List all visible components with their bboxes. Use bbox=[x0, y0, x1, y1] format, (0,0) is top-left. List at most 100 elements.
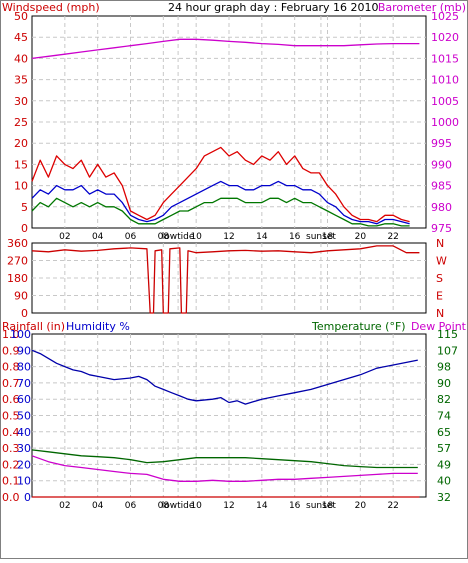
wind-x-marker-lowtide: lowtide bbox=[162, 232, 195, 242]
rain-tick-0.7: 0.7 bbox=[2, 377, 20, 390]
env-x-marker-sunset: sunset bbox=[306, 501, 336, 511]
env-x-tick-06: 06 bbox=[125, 501, 137, 511]
humidity-tick-20: 20 bbox=[17, 458, 31, 471]
dew-point-axis-label: Dew Point bbox=[411, 320, 467, 333]
compass-label-0: N bbox=[436, 237, 444, 250]
barometer-tick-1005: 1005 bbox=[431, 95, 459, 108]
wind-x-tick-04: 04 bbox=[92, 232, 104, 242]
temperature-tick-115: 115 bbox=[437, 328, 458, 341]
windspeed-tick-25: 25 bbox=[14, 116, 28, 129]
humidity-tick-70: 70 bbox=[17, 377, 31, 390]
barometer-tick-1010: 1010 bbox=[431, 74, 459, 87]
rain-tick-0.0: 0.0 bbox=[2, 491, 20, 504]
chart-title: 24 hour graph day : February 16 2010 bbox=[168, 1, 379, 14]
direction-tick-270: 270 bbox=[7, 255, 28, 268]
humidity-tick-80: 80 bbox=[17, 361, 31, 374]
wind-x-tick-20: 20 bbox=[355, 232, 367, 242]
rain-tick-0.5: 0.5 bbox=[2, 410, 20, 423]
humidity-tick-60: 60 bbox=[17, 393, 31, 406]
env-x-tick-22: 22 bbox=[387, 501, 398, 511]
temperature-tick-65: 65 bbox=[437, 426, 451, 439]
env-x-tick-20: 20 bbox=[355, 501, 367, 511]
rain-tick-0.2: 0.2 bbox=[2, 458, 20, 471]
env-x-tick-18: 18 bbox=[322, 501, 334, 511]
barometer-axis-label: Barometer (mb) bbox=[378, 1, 466, 14]
humidity-axis-label: Humidity % bbox=[66, 320, 130, 333]
env-series-temperature bbox=[31, 449, 418, 469]
wind-x-tick-14: 14 bbox=[256, 232, 268, 242]
wind-series-direction_speed bbox=[31, 197, 410, 227]
temperature-tick-57: 57 bbox=[437, 442, 451, 455]
env-x-tick-12: 12 bbox=[223, 501, 234, 511]
rainfall-axis-label: Rainfall (in) bbox=[2, 320, 65, 333]
temperature-tick-49: 49 bbox=[437, 458, 451, 471]
wind-x-tick-12: 12 bbox=[223, 232, 234, 242]
wind-series-barometer bbox=[31, 38, 420, 60]
humidity-tick-10: 10 bbox=[17, 475, 31, 488]
barometer-tick-995: 995 bbox=[431, 137, 452, 150]
temperature-axis-label: Temperature (°F) bbox=[311, 320, 406, 333]
barometer-tick-985: 985 bbox=[431, 180, 452, 193]
temperature-tick-98: 98 bbox=[437, 361, 451, 374]
windspeed-tick-40: 40 bbox=[14, 52, 28, 65]
compass-label-3: E bbox=[436, 290, 443, 303]
barometer-tick-1020: 1020 bbox=[431, 31, 459, 44]
rain-tick-0.8: 0.8 bbox=[2, 361, 20, 374]
direction-tick-360: 360 bbox=[7, 237, 28, 250]
humidity-tick-30: 30 bbox=[17, 442, 31, 455]
windspeed-tick-0: 0 bbox=[21, 222, 28, 235]
wind-series-average bbox=[31, 180, 410, 225]
wind-x-tick-10: 10 bbox=[190, 232, 202, 242]
wind-x-tick-22: 22 bbox=[387, 232, 398, 242]
temperature-tick-90: 90 bbox=[437, 377, 451, 390]
direction-tick-0: 0 bbox=[21, 307, 28, 320]
wind-x-tick-08: 08 bbox=[158, 232, 170, 242]
humidity-tick-0: 0 bbox=[24, 491, 31, 504]
windspeed-tick-30: 30 bbox=[14, 95, 28, 108]
direction-tick-180: 180 bbox=[7, 272, 28, 285]
rain-tick-0.1: 0.1 bbox=[2, 475, 20, 488]
env-x-tick-10: 10 bbox=[190, 501, 202, 511]
direction-tick-90: 90 bbox=[14, 290, 28, 303]
rain-tick-0.9: 0.9 bbox=[2, 344, 20, 357]
barometer-tick-1025: 1025 bbox=[431, 10, 459, 23]
env-x-tick-02: 02 bbox=[59, 501, 70, 511]
compass-label-4: N bbox=[436, 307, 444, 320]
humidity-tick-100: 100 bbox=[10, 328, 31, 341]
humidity-tick-90: 90 bbox=[17, 344, 31, 357]
env-x-tick-08: 08 bbox=[158, 501, 170, 511]
humidity-tick-50: 50 bbox=[17, 410, 31, 423]
humidity-tick-40: 40 bbox=[17, 426, 31, 439]
rain-tick-0.4: 0.4 bbox=[2, 426, 20, 439]
windspeed-tick-20: 20 bbox=[14, 137, 28, 150]
compass-label-1: W bbox=[436, 255, 447, 268]
windspeed-axis-label: Windspeed (mph) bbox=[2, 1, 100, 14]
barometer-tick-980: 980 bbox=[431, 201, 452, 214]
temperature-tick-107: 107 bbox=[437, 344, 458, 357]
temperature-tick-74: 74 bbox=[437, 410, 451, 423]
windspeed-tick-10: 10 bbox=[14, 180, 28, 193]
barometer-tick-990: 990 bbox=[431, 158, 452, 171]
rain-tick-0.6: 0.6 bbox=[2, 393, 20, 406]
barometer-tick-1015: 1015 bbox=[431, 52, 459, 65]
env-x-tick-14: 14 bbox=[256, 501, 268, 511]
wind-x-tick-16: 16 bbox=[289, 232, 301, 242]
barometer-tick-1000: 1000 bbox=[431, 116, 459, 129]
windspeed-tick-35: 35 bbox=[14, 74, 28, 87]
windspeed-tick-15: 15 bbox=[14, 158, 28, 171]
windspeed-tick-45: 45 bbox=[14, 31, 28, 44]
temperature-tick-32: 32 bbox=[437, 491, 451, 504]
compass-label-2: S bbox=[436, 272, 443, 285]
wind-x-tick-02: 02 bbox=[59, 232, 70, 242]
windspeed-tick-5: 5 bbox=[21, 201, 28, 214]
wind-series-gust bbox=[31, 146, 410, 223]
chart-marks: 0510152025303540455097598098599099510001… bbox=[2, 10, 459, 511]
env-x-marker-lowtide: lowtide bbox=[162, 501, 195, 511]
wind-x-marker-sunset: sunset bbox=[306, 232, 336, 242]
temperature-tick-40: 40 bbox=[437, 475, 451, 488]
env-series-dew_point bbox=[31, 455, 418, 482]
wind-x-tick-06: 06 bbox=[125, 232, 137, 242]
wind-x-tick-18: 18 bbox=[322, 232, 334, 242]
